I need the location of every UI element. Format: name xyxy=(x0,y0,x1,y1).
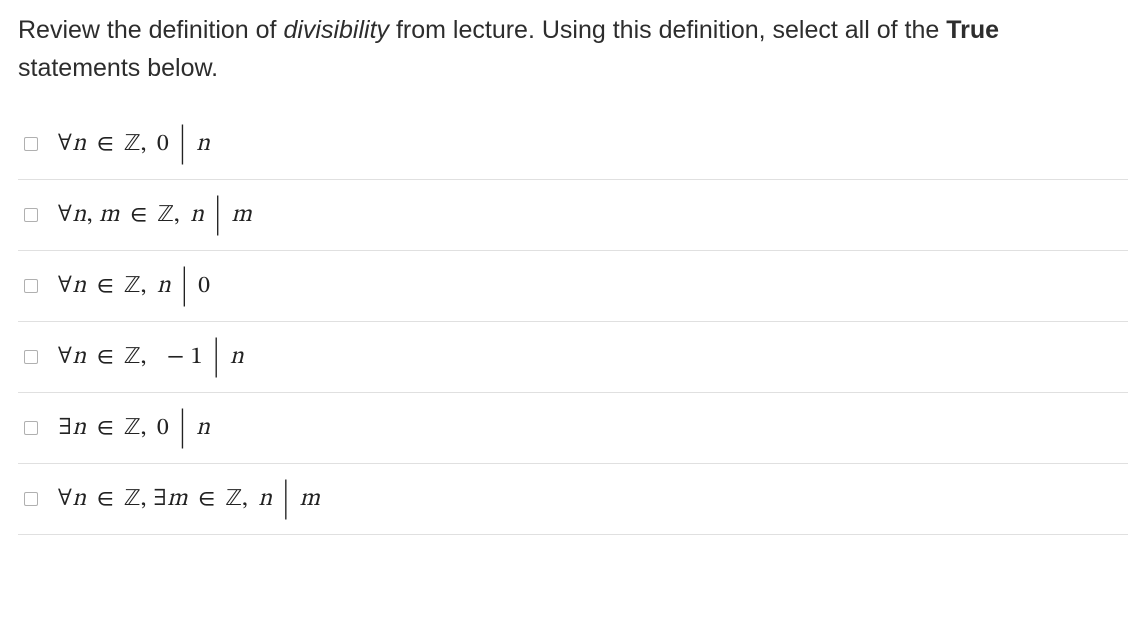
option-row[interactable]: ∀n,m∈ℤ,n|m xyxy=(18,180,1128,251)
question-part3: statements below. xyxy=(18,54,218,82)
option-row[interactable]: ∀n∈ℤ,n|0 xyxy=(18,251,1128,322)
checkbox[interactable] xyxy=(24,279,38,293)
question-prompt: Review the definition of divisibility fr… xyxy=(18,12,1128,87)
option-math: ∀n,m∈ℤ,n|m xyxy=(58,200,252,230)
checkbox[interactable] xyxy=(24,421,38,435)
question-italic: divisibility xyxy=(283,16,389,44)
option-row[interactable]: ∀n∈ℤ,−1|n xyxy=(18,322,1128,393)
question-part1: Review the definition of xyxy=(18,16,283,44)
option-math: ∀n∈ℤ,∃m∈ℤ,n|m xyxy=(58,484,320,514)
checkbox[interactable] xyxy=(24,208,38,222)
option-math: ∀n∈ℤ,−1|n xyxy=(58,342,244,372)
option-math: ∃n∈ℤ,0|n xyxy=(58,413,210,443)
option-row[interactable]: ∀n∈ℤ,0|n xyxy=(18,125,1128,180)
option-row[interactable]: ∀n∈ℤ,∃m∈ℤ,n|m xyxy=(18,464,1128,535)
checkbox[interactable] xyxy=(24,137,38,151)
option-row[interactable]: ∃n∈ℤ,0|n xyxy=(18,393,1128,464)
question-bold: True xyxy=(946,16,999,44)
question-part2: from lecture. Using this definition, sel… xyxy=(389,16,946,44)
checkbox[interactable] xyxy=(24,350,38,364)
options-list: ∀n∈ℤ,0|n ∀n,m∈ℤ,n|m ∀n∈ℤ,n|0 ∀n∈ℤ,−1|n ∃… xyxy=(18,125,1128,535)
option-math: ∀n∈ℤ,n|0 xyxy=(58,271,210,301)
checkbox[interactable] xyxy=(24,492,38,506)
option-math: ∀n∈ℤ,0|n xyxy=(58,129,210,159)
